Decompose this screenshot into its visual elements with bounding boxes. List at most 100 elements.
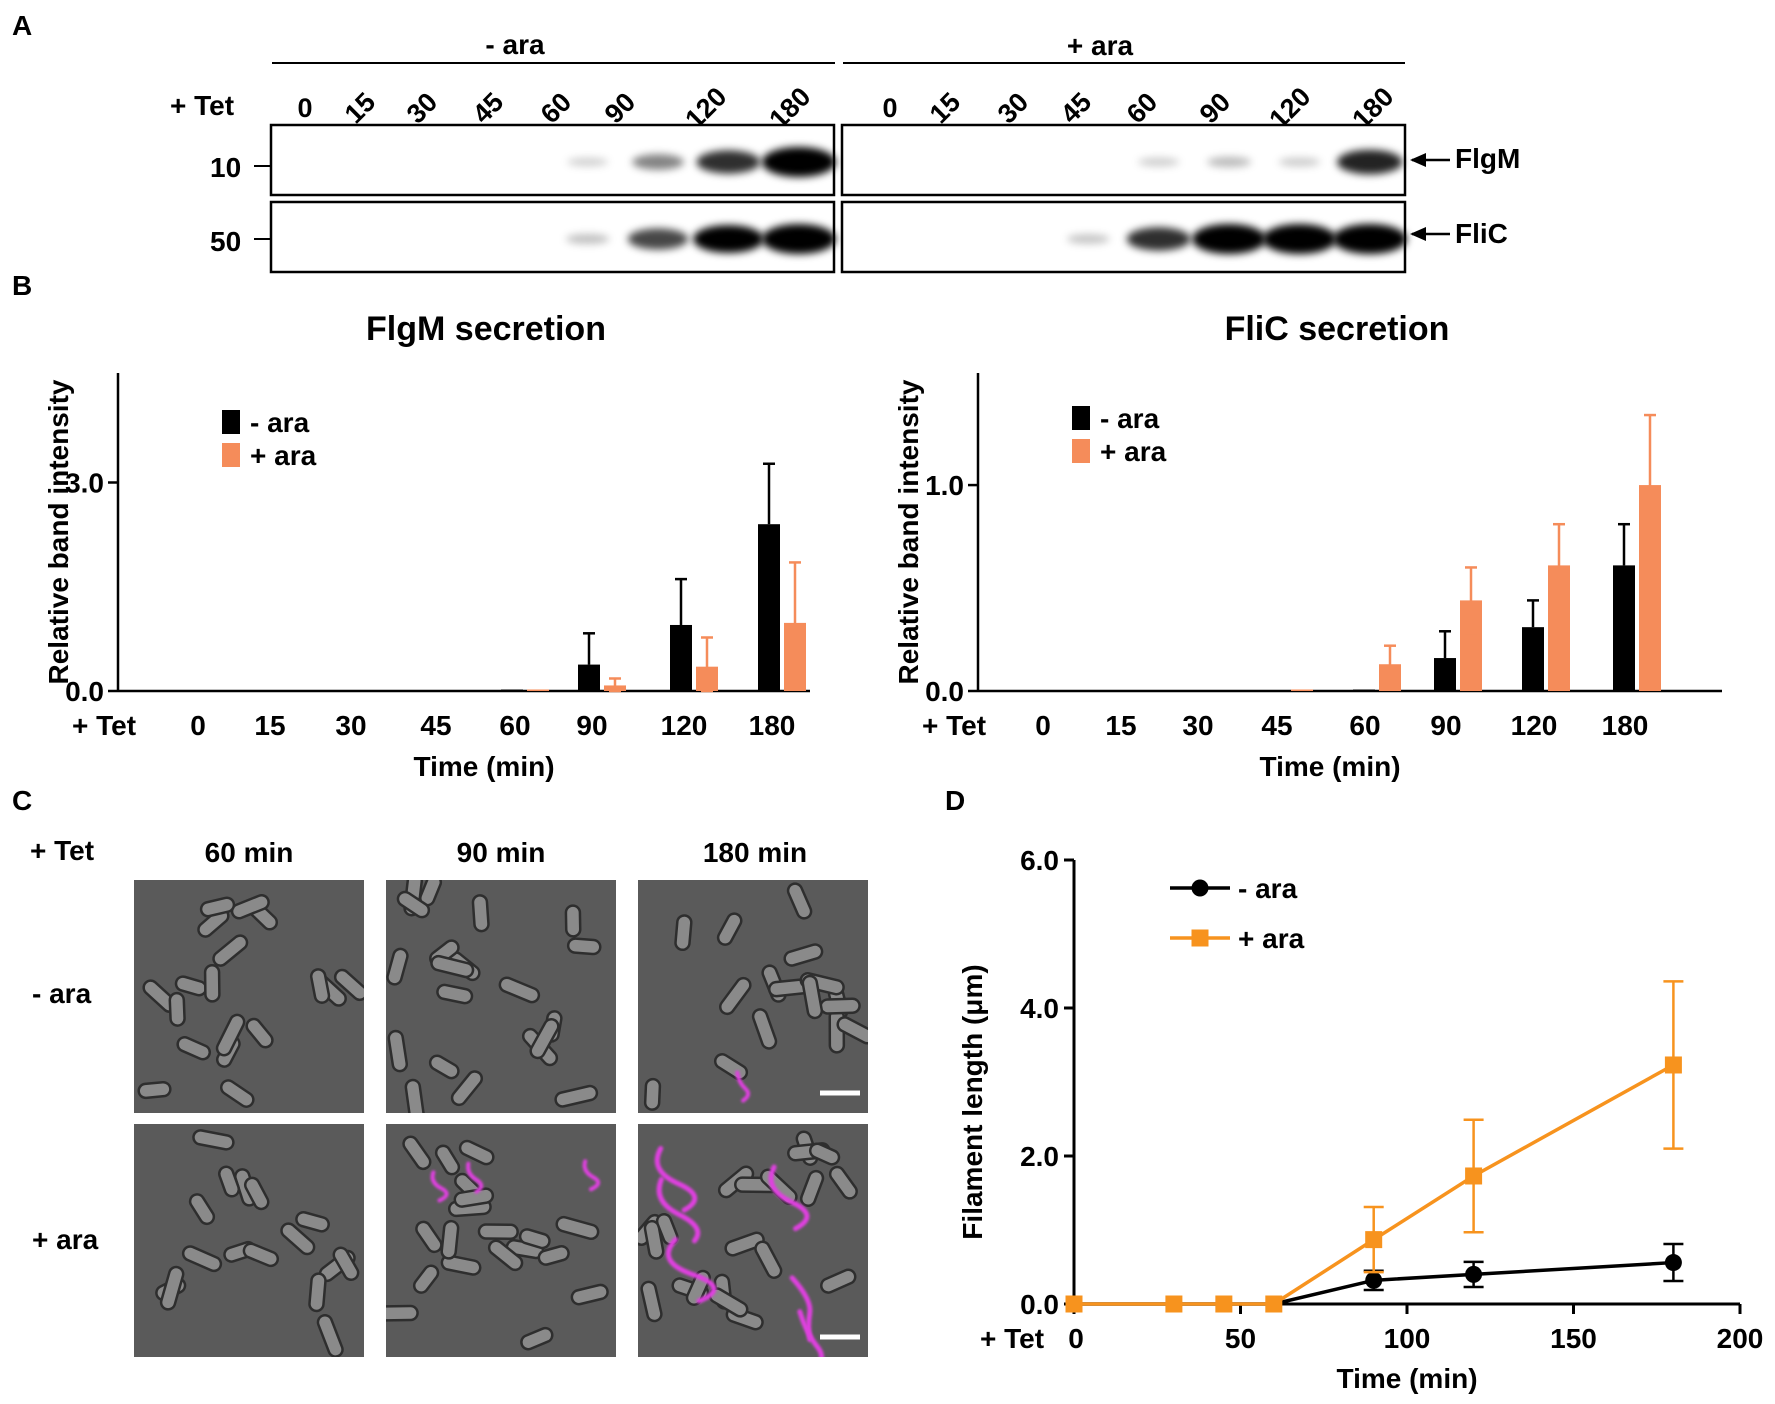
panel-label-c: C bbox=[12, 785, 32, 816]
y-tick-label: 0.0 bbox=[925, 676, 964, 707]
legend-label: - ara bbox=[1238, 873, 1298, 904]
cell bbox=[754, 1240, 783, 1279]
cell bbox=[215, 1013, 246, 1057]
bar bbox=[501, 689, 523, 691]
blot-lane-label: 15 bbox=[339, 87, 381, 129]
cell bbox=[181, 1245, 223, 1273]
protein-label-flgm: FlgM bbox=[1455, 143, 1520, 174]
cell bbox=[537, 1245, 570, 1266]
bar bbox=[1548, 565, 1570, 691]
y-tick-label: 1.0 bbox=[925, 470, 964, 501]
cell bbox=[245, 1017, 274, 1049]
blot-group-label-minus-ara: - ara bbox=[485, 29, 545, 60]
cell bbox=[453, 1187, 495, 1208]
flagellar-filament bbox=[430, 1170, 449, 1203]
bar bbox=[670, 624, 692, 691]
legend-swatch bbox=[222, 410, 240, 434]
microscopy-panel: + Tet 60 min 90 min 180 min - ara + ara bbox=[30, 835, 868, 1357]
data-point bbox=[1465, 1265, 1483, 1283]
cell bbox=[643, 1077, 662, 1111]
x-tick-label: 200 bbox=[1717, 1323, 1764, 1354]
cell bbox=[434, 1144, 461, 1176]
blot-band bbox=[1066, 234, 1110, 244]
flagellar-filament bbox=[665, 1236, 717, 1304]
cell bbox=[203, 964, 221, 1003]
blot-lane-label: 45 bbox=[1055, 87, 1097, 129]
bar bbox=[527, 689, 549, 691]
y-tick-label: 0.0 bbox=[65, 676, 104, 707]
data-point bbox=[1065, 1295, 1083, 1313]
cell bbox=[192, 1129, 235, 1151]
blot-band bbox=[1278, 157, 1321, 167]
y-axis-label: Filament length (μm) bbox=[957, 964, 988, 1239]
blot-lane-label: 15 bbox=[924, 87, 966, 129]
cell bbox=[751, 1008, 778, 1050]
blot-band bbox=[696, 150, 761, 174]
x-tick-label: 90 bbox=[1430, 710, 1461, 741]
cell bbox=[415, 1220, 443, 1254]
cell bbox=[217, 1165, 241, 1198]
data-point bbox=[1365, 1231, 1383, 1249]
cell bbox=[450, 1070, 484, 1107]
cell bbox=[520, 1326, 554, 1351]
blot-band bbox=[761, 147, 836, 177]
cell bbox=[820, 1268, 857, 1294]
cell bbox=[309, 968, 331, 1004]
micro-col-90: 90 min bbox=[457, 837, 546, 868]
cell bbox=[570, 1283, 609, 1306]
x-tick-label: 0 bbox=[190, 710, 206, 741]
micro-col-60: 60 min bbox=[205, 837, 294, 868]
blot-band bbox=[1337, 149, 1403, 175]
data-point bbox=[1265, 1295, 1283, 1313]
cell bbox=[428, 1054, 460, 1080]
blot-lane-label: 0 bbox=[297, 93, 312, 123]
cell bbox=[188, 1193, 216, 1226]
flagellar-filament bbox=[735, 1070, 751, 1103]
bar bbox=[1639, 485, 1661, 691]
y-tick-label: 4.0 bbox=[1020, 993, 1059, 1024]
x-axis-label: Time (min) bbox=[1336, 1363, 1477, 1394]
cell bbox=[176, 1036, 212, 1061]
cell bbox=[386, 947, 409, 986]
y-tick-label: 6.0 bbox=[1020, 845, 1059, 876]
cell bbox=[799, 1169, 825, 1207]
bar bbox=[1353, 689, 1375, 691]
x-tick-label: 60 bbox=[499, 710, 530, 741]
cell bbox=[387, 1029, 409, 1073]
micrograph bbox=[386, 1124, 616, 1357]
micrograph bbox=[638, 880, 868, 1113]
cell bbox=[137, 1080, 172, 1100]
chart-title: FliC secretion bbox=[1225, 310, 1450, 348]
cell bbox=[308, 1272, 327, 1313]
flagellar-filament bbox=[654, 1146, 698, 1213]
bar bbox=[1291, 689, 1313, 691]
legend-label: + ara bbox=[1238, 923, 1305, 954]
x-axis-label: Time (min) bbox=[1259, 751, 1400, 782]
filament-length-chart: 0.0 2.0 4.0 6.0 0 50 100 150 200 + Tet Time (min) F… bbox=[957, 845, 1763, 1394]
x-axis-label: Time (min) bbox=[413, 751, 554, 782]
cell bbox=[458, 1139, 495, 1166]
blot-band bbox=[1207, 156, 1252, 168]
cell bbox=[498, 976, 541, 1004]
cell bbox=[316, 1314, 344, 1357]
data-point bbox=[1365, 1271, 1383, 1289]
blot-band bbox=[632, 154, 685, 170]
blot-band bbox=[761, 224, 836, 254]
micro-col-180: 180 min bbox=[703, 837, 807, 868]
legend-label: - ara bbox=[1100, 403, 1160, 434]
micrograph bbox=[638, 1124, 868, 1357]
blot-band bbox=[1332, 224, 1407, 254]
legend-label: - ara bbox=[250, 407, 310, 438]
blot-group-label-plus-ara: + ara bbox=[1067, 30, 1134, 61]
cell bbox=[836, 1016, 868, 1045]
x-tick-label: 45 bbox=[420, 710, 451, 741]
chart-title: FlgM secretion bbox=[366, 310, 606, 348]
micrograph bbox=[386, 880, 616, 1113]
x-tick-label: 30 bbox=[1182, 710, 1213, 741]
cell bbox=[554, 1084, 599, 1108]
blot-marker-flgm: 10 bbox=[210, 152, 241, 183]
cell bbox=[555, 1215, 600, 1241]
blot-band bbox=[1262, 224, 1337, 254]
cell bbox=[332, 1246, 360, 1281]
cell bbox=[219, 1079, 255, 1108]
